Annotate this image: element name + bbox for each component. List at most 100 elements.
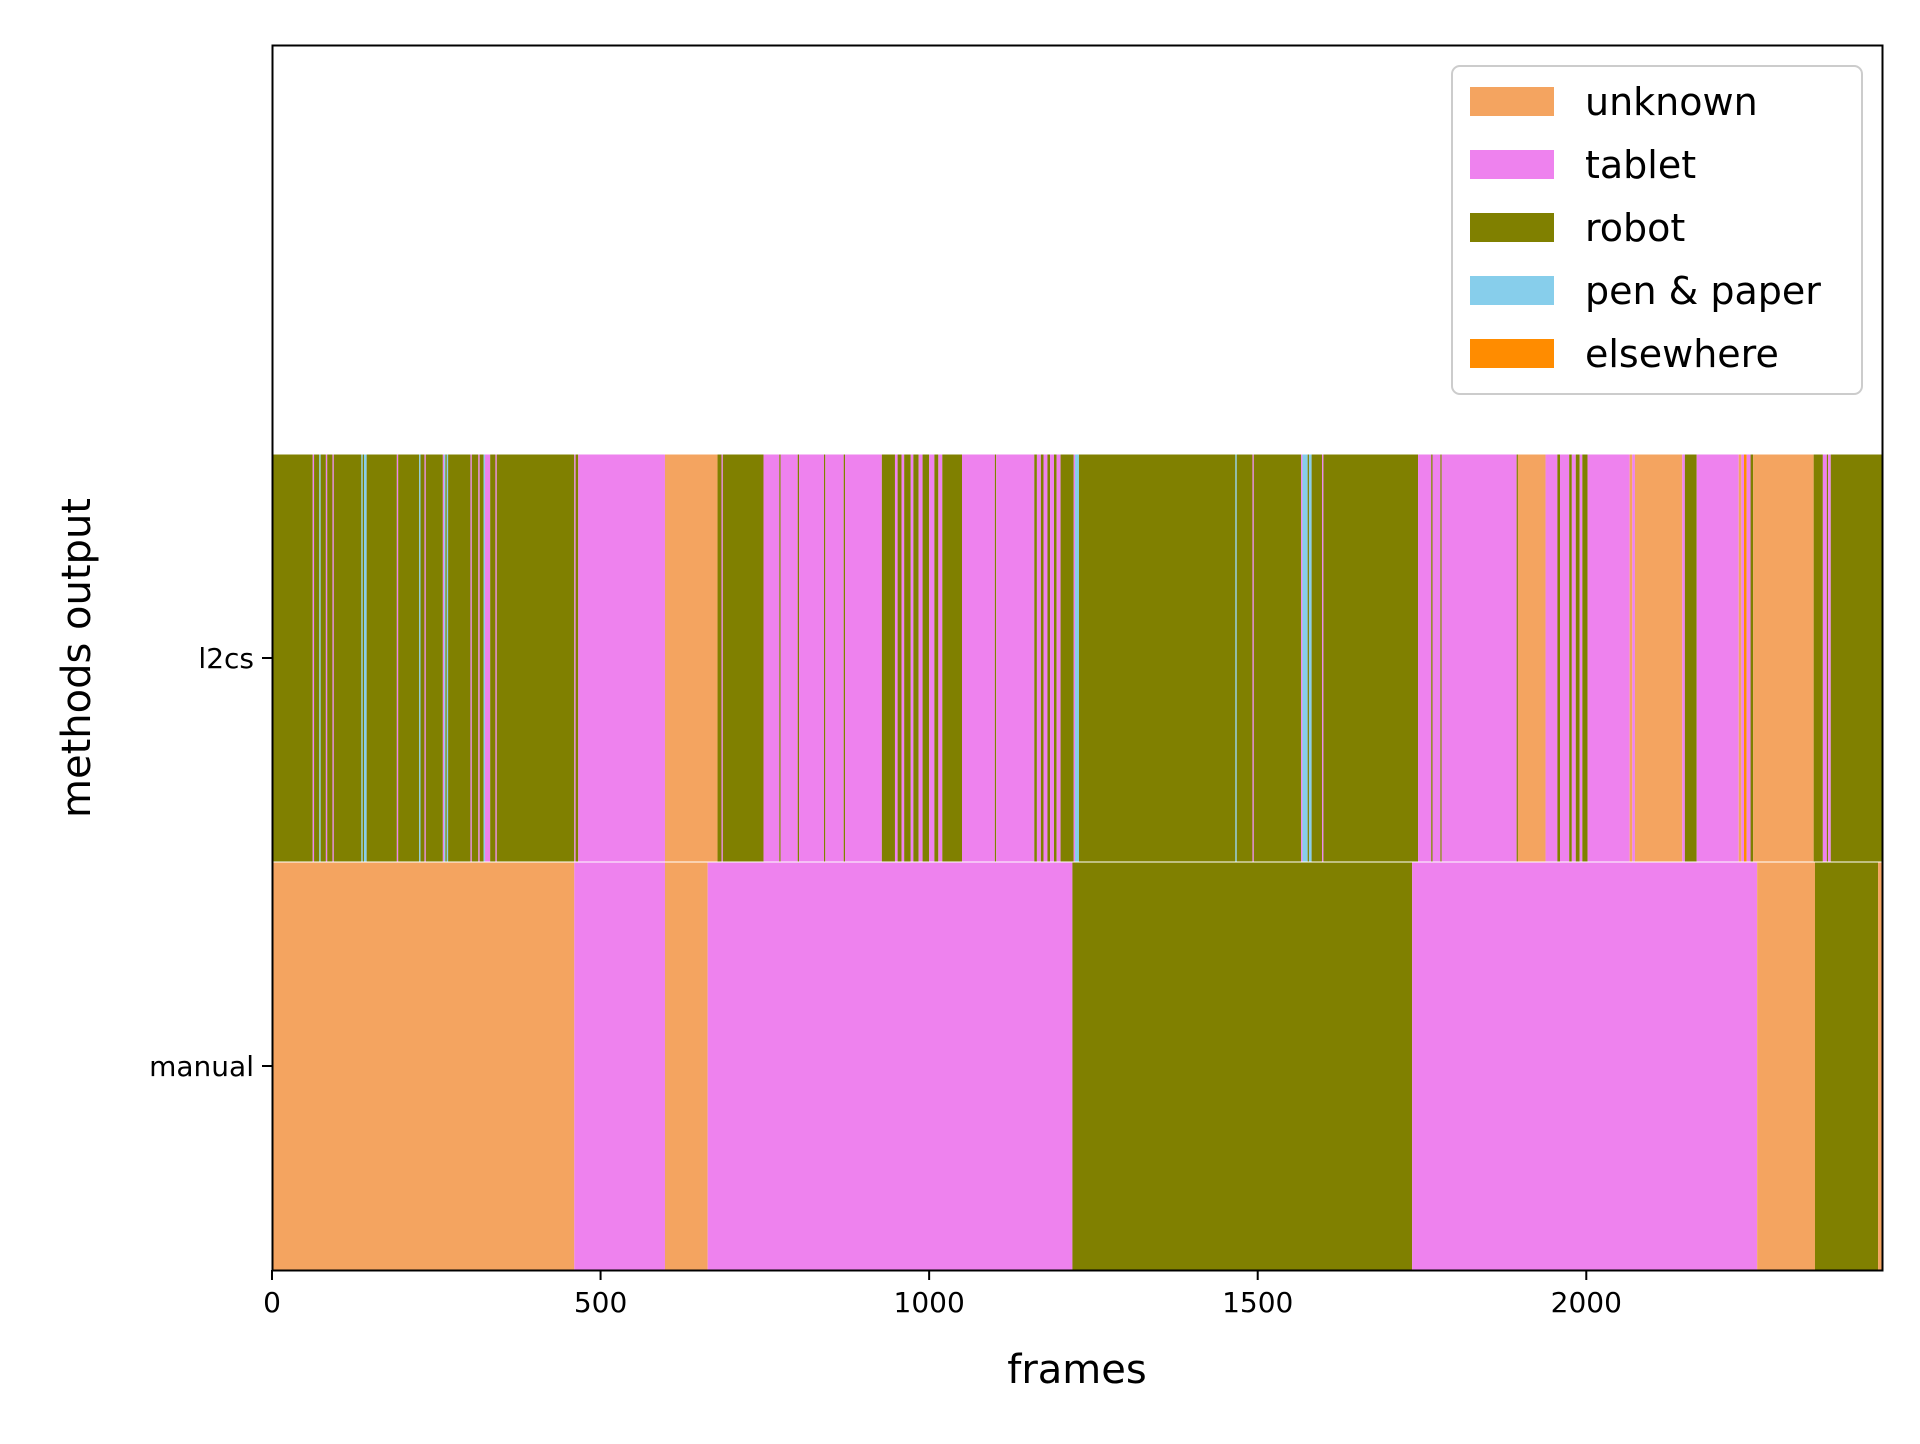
- segment-l2cs-15: [419, 454, 421, 862]
- segment-l2cs-96: [1557, 454, 1560, 862]
- segment-manual-7: [1814, 862, 1879, 1270]
- segment-l2cs-61: [942, 454, 962, 862]
- segment-manual-6: [1757, 862, 1815, 1270]
- legend-swatch-2: [1470, 213, 1554, 242]
- segment-l2cs-57: [922, 454, 930, 862]
- segment-l2cs-19: [442, 454, 445, 862]
- legend-label-1: tablet: [1585, 143, 1696, 187]
- segment-l2cs-81: [1301, 454, 1303, 862]
- segment-l2cs-20: [444, 454, 446, 862]
- segment-manual-1: [574, 862, 665, 1270]
- segment-l2cs-110: [1738, 454, 1742, 862]
- segment-l2cs-63: [994, 454, 997, 862]
- segment-l2cs-41: [779, 454, 781, 862]
- segment-l2cs-100: [1575, 454, 1580, 862]
- y-axis-label: methods output: [54, 498, 100, 818]
- segment-manual-3: [707, 862, 1073, 1270]
- segment-l2cs-21: [445, 454, 447, 862]
- x-axis-label: frames: [1007, 1347, 1146, 1393]
- legend-swatch-3: [1470, 276, 1554, 305]
- legend: unknown tablet robot pen & paper elsewhere: [1451, 65, 1863, 395]
- row-l2cs: [272, 454, 1882, 862]
- segment-l2cs-90: [1432, 454, 1441, 862]
- segment-l2cs-12: [366, 454, 397, 862]
- segment-l2cs-66: [1036, 454, 1041, 862]
- segment-l2cs-55: [913, 454, 919, 862]
- segment-l2cs-74: [1073, 454, 1076, 862]
- segment-l2cs-33: [574, 454, 576, 862]
- segment-l2cs-46: [825, 454, 844, 862]
- segment-l2cs-119: [1828, 454, 1831, 862]
- segment-l2cs-32: [496, 454, 575, 862]
- segment-l2cs-94: [1517, 454, 1546, 862]
- segment-l2cs-34: [575, 454, 579, 862]
- segment-l2cs-117: [1822, 454, 1827, 862]
- segment-l2cs-95: [1545, 454, 1558, 862]
- segment-l2cs-8: [333, 454, 362, 862]
- segment-l2cs-5: [325, 454, 328, 862]
- y-tick-label-l2cs: l2cs: [198, 642, 254, 675]
- segment-l2cs-23: [448, 454, 471, 862]
- legend-swatch-1: [1470, 150, 1554, 179]
- segment-l2cs-80: [1253, 454, 1302, 862]
- segment-l2cs-58: [929, 454, 935, 862]
- segment-l2cs-22: [446, 454, 449, 862]
- x-tick-label-1500: 1500: [1222, 1286, 1293, 1319]
- segment-l2cs-36: [664, 454, 718, 862]
- segment-l2cs-52: [901, 454, 905, 862]
- segment-l2cs-98: [1569, 454, 1572, 862]
- segment-l2cs-109: [1696, 454, 1739, 862]
- segment-l2cs-105: [1632, 454, 1635, 862]
- segment-l2cs-16: [420, 454, 425, 862]
- segment-l2cs-28: [483, 454, 485, 862]
- segment-l2cs-3: [319, 454, 321, 862]
- segment-l2cs-53: [904, 454, 911, 862]
- segment-l2cs-1: [312, 454, 315, 862]
- ticks-layer: 0 500 1000 1500 2000 manual l2cs: [149, 642, 1622, 1319]
- segment-l2cs-103: [1587, 454, 1630, 862]
- segment-l2cs-47: [843, 454, 846, 862]
- segment-l2cs-45: [824, 454, 826, 862]
- segment-l2cs-26: [478, 454, 480, 862]
- segment-l2cs-89: [1431, 454, 1433, 862]
- legend-label-0: unknown: [1585, 80, 1758, 124]
- segment-l2cs-85: [1311, 454, 1323, 862]
- segment-l2cs-4: [320, 454, 326, 862]
- segment-l2cs-99: [1571, 454, 1576, 862]
- segment-l2cs-40: [763, 454, 780, 862]
- segment-l2cs-73: [1060, 454, 1074, 862]
- segment-l2cs-67: [1040, 454, 1044, 862]
- segment-l2cs-76: [1078, 454, 1236, 862]
- segment-l2cs-82: [1302, 454, 1308, 862]
- segment-l2cs-39: [722, 454, 764, 862]
- segment-l2cs-17: [424, 454, 426, 862]
- segment-l2cs-75: [1075, 454, 1079, 862]
- segment-manual-2: [664, 862, 708, 1270]
- segment-l2cs-115: [1753, 454, 1814, 862]
- segment-l2cs-14: [398, 454, 420, 862]
- segment-l2cs-56: [918, 454, 923, 862]
- plot-frame: [271, 44, 1884, 1272]
- segment-l2cs-104: [1629, 454, 1633, 862]
- segment-l2cs-111: [1741, 454, 1744, 862]
- segment-l2cs-31: [495, 454, 497, 862]
- segment-l2cs-91: [1440, 454, 1442, 862]
- segment-l2cs-30: [490, 454, 496, 862]
- segment-manual-5: [1412, 862, 1758, 1270]
- legend-label-3: pen & paper: [1585, 269, 1821, 313]
- segment-l2cs-101: [1579, 454, 1583, 862]
- x-tick-label-500: 500: [574, 1286, 627, 1319]
- segment-l2cs-43: [797, 454, 800, 862]
- segment-l2cs-93: [1516, 454, 1518, 862]
- segment-l2cs-71: [1054, 454, 1057, 862]
- segment-l2cs-60: [938, 454, 943, 862]
- segment-l2cs-113: [1746, 454, 1751, 862]
- segment-l2cs-11: [364, 454, 367, 862]
- segment-l2cs-87: [1323, 454, 1419, 862]
- legend-items: unknown tablet robot pen & paper elsewhere: [1470, 80, 1821, 376]
- segment-l2cs-118: [1826, 454, 1829, 862]
- segment-manual-0: [272, 862, 575, 1270]
- segment-l2cs-72: [1056, 454, 1061, 862]
- legend-label-2: robot: [1585, 206, 1685, 250]
